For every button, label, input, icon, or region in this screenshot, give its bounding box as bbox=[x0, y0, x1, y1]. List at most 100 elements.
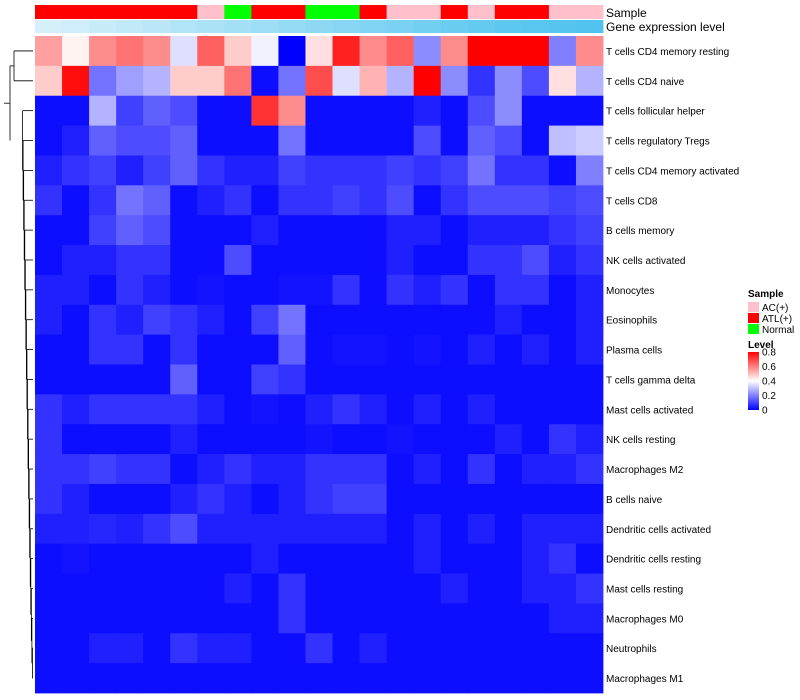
heatmap-cell bbox=[413, 245, 442, 276]
heatmap-cell bbox=[278, 603, 306, 634]
sample-annotation-cell bbox=[575, 5, 604, 19]
expression-level-annotation-cell bbox=[62, 20, 90, 33]
heatmap-cell bbox=[575, 274, 604, 306]
heatmap-cell bbox=[359, 274, 388, 306]
heatmap-cell bbox=[467, 36, 496, 67]
sample-annotation-cell bbox=[251, 5, 279, 19]
heatmap-cell bbox=[62, 454, 90, 485]
heatmap-cell bbox=[494, 603, 523, 634]
heatmap-cell bbox=[359, 633, 388, 664]
heatmap-cell bbox=[197, 633, 225, 664]
heatmap-cell bbox=[548, 483, 577, 515]
heatmap-cell bbox=[521, 573, 550, 604]
legend-sample-swatch bbox=[748, 324, 759, 334]
heatmap-cell bbox=[89, 65, 117, 97]
heatmap-cell bbox=[170, 483, 198, 515]
sample-annotation-cell bbox=[305, 5, 333, 19]
heatmap-cell bbox=[224, 65, 252, 97]
heatmap-cell bbox=[359, 454, 388, 485]
expression-level-annotation-cell bbox=[305, 20, 333, 33]
heatmap-cell bbox=[521, 483, 550, 515]
heatmap-cell bbox=[116, 543, 144, 574]
heatmap-cell bbox=[305, 663, 333, 694]
heatmap-cell bbox=[521, 215, 550, 246]
heatmap-cell bbox=[440, 663, 469, 694]
heatmap-cell bbox=[440, 274, 469, 306]
heatmap-cell bbox=[224, 125, 252, 156]
heatmap-cell bbox=[386, 334, 415, 365]
heatmap-cell bbox=[89, 95, 117, 126]
heatmap-cell bbox=[62, 36, 90, 67]
heatmap-cell bbox=[440, 155, 469, 186]
sample-annotation-cell bbox=[278, 5, 306, 19]
heatmap-cell bbox=[89, 454, 117, 485]
heatmap-cell bbox=[89, 573, 117, 604]
heatmap-cell bbox=[386, 36, 415, 67]
heatmap-cell bbox=[548, 95, 577, 126]
heatmap-cell bbox=[413, 65, 442, 97]
heatmap-cell bbox=[575, 543, 604, 574]
heatmap-cell bbox=[494, 543, 523, 574]
heatmap-cell bbox=[413, 155, 442, 186]
heatmap-cell bbox=[548, 513, 577, 545]
heatmap-cell bbox=[224, 95, 252, 126]
heatmap-cell bbox=[575, 633, 604, 664]
heatmap-cell bbox=[440, 633, 469, 664]
heatmap-cell bbox=[494, 215, 523, 246]
heatmap-cell bbox=[575, 483, 604, 515]
heatmap-cell bbox=[170, 36, 198, 67]
heatmap-cell bbox=[332, 424, 360, 455]
heatmap-cell bbox=[575, 185, 604, 216]
heatmap-cell bbox=[278, 513, 306, 545]
row-label: NK cells resting bbox=[606, 435, 675, 446]
heatmap-cell bbox=[143, 633, 171, 664]
heatmap-cell bbox=[386, 95, 415, 126]
heatmap-cell bbox=[116, 304, 144, 336]
heatmap-cell bbox=[224, 304, 252, 336]
heatmap-cell bbox=[359, 185, 388, 216]
heatmap-cell bbox=[548, 185, 577, 216]
heatmap-cell bbox=[467, 483, 496, 515]
expression-level-annotation-cell bbox=[251, 20, 279, 33]
heatmap-cell bbox=[278, 424, 306, 455]
heatmap-cell bbox=[305, 633, 333, 664]
heatmap-cell bbox=[116, 513, 144, 545]
heatmap-cell bbox=[170, 245, 198, 276]
heatmap-cell bbox=[143, 125, 171, 156]
heatmap-cell bbox=[62, 215, 90, 246]
heatmap-cell bbox=[575, 215, 604, 246]
heatmap-cell bbox=[575, 663, 604, 694]
heatmap-cell bbox=[440, 573, 469, 604]
heatmap-cell bbox=[143, 65, 171, 97]
heatmap-cell bbox=[548, 364, 577, 395]
heatmap-cell bbox=[386, 543, 415, 574]
heatmap-cell bbox=[494, 483, 523, 515]
heatmap-cell bbox=[116, 603, 144, 634]
sample-annotation-cell bbox=[62, 5, 90, 19]
heatmap-cell bbox=[89, 245, 117, 276]
heatmap-cell bbox=[305, 155, 333, 186]
heatmap-cell bbox=[116, 65, 144, 97]
heatmap-cell bbox=[170, 334, 198, 365]
heatmap-cell bbox=[440, 304, 469, 336]
heatmap-cell bbox=[440, 424, 469, 455]
expression-level-annotation-cell bbox=[575, 20, 604, 33]
heatmap-cell bbox=[251, 155, 279, 186]
heatmap-cell bbox=[305, 424, 333, 455]
row-label: Dendritic cells activated bbox=[606, 525, 711, 536]
heatmap-cell bbox=[386, 185, 415, 216]
heatmap-cell bbox=[224, 603, 252, 634]
heatmap-cell bbox=[89, 663, 117, 694]
heatmap-cell bbox=[386, 125, 415, 156]
heatmap-cell bbox=[62, 185, 90, 216]
heatmap-cell bbox=[116, 394, 144, 425]
heatmap-cell bbox=[575, 95, 604, 126]
heatmap-cell bbox=[548, 663, 577, 694]
heatmap-cell bbox=[35, 125, 63, 156]
heatmap-cell bbox=[62, 65, 90, 97]
heatmap-cell bbox=[170, 663, 198, 694]
heatmap-cell bbox=[413, 36, 442, 67]
heatmap-cell bbox=[170, 364, 198, 395]
heatmap-cell bbox=[386, 633, 415, 664]
